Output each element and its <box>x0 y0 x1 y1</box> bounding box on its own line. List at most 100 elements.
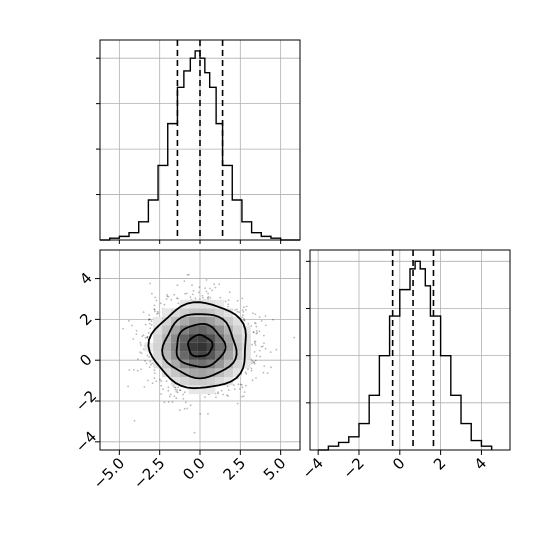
density-2d-cell <box>241 342 251 352</box>
density-2d-cell <box>197 325 207 335</box>
density-2d-scatter-point <box>236 310 239 313</box>
density-2d-cell <box>171 376 180 386</box>
density-2d-ytick-label: 4 <box>76 269 95 288</box>
density-2d-scatter-point <box>204 287 207 289</box>
density-2d-cell <box>233 368 242 377</box>
density-2d-scatter-point <box>154 372 156 374</box>
density-2d-cell <box>188 368 198 377</box>
density-2d-scatter-point <box>206 296 209 299</box>
density-2d-scatter-point <box>127 319 130 322</box>
density-2d-scatter-point <box>266 372 269 374</box>
density-2d-cell <box>179 308 189 317</box>
density-2d-scatter-point <box>243 391 246 393</box>
density-2d-scatter-point <box>252 331 255 334</box>
density-2d-cell <box>197 359 207 369</box>
density-2d-scatter-point <box>176 284 179 287</box>
density-2d-scatter-point <box>214 286 217 289</box>
density-2d-scatter-point <box>218 283 221 285</box>
density-2d-contour <box>187 333 214 358</box>
density-2d-cell <box>197 316 207 326</box>
density-2d-cell <box>188 385 198 395</box>
density-2d-cell <box>215 308 225 317</box>
density-2d-scatter-point <box>155 299 158 302</box>
density-2d-scatter-point <box>217 392 219 395</box>
density-2d-scatter-point <box>163 303 166 306</box>
density-2d-scatter-point <box>151 382 154 385</box>
density-2d-scatter-point <box>147 319 150 321</box>
density-2d-scatter-point <box>252 312 254 315</box>
density-2d-scatter-point <box>250 367 253 370</box>
density-2d-scatter-point <box>256 331 259 334</box>
x-histogram-frame <box>99 39 301 241</box>
density-2d-scatter-point <box>137 358 139 360</box>
density-2d-scatter-point <box>247 368 249 371</box>
density-2d-frame <box>99 249 301 451</box>
density-2d-cell <box>206 308 216 317</box>
y-histogram-xtick-label: 2 <box>430 454 449 473</box>
density-2d-scatter-point <box>236 299 239 302</box>
density-2d-scatter-point <box>183 280 186 282</box>
density-2d-scatter-point <box>188 273 190 276</box>
density-2d-scatter-point <box>183 407 186 410</box>
density-2d-cell <box>162 308 171 317</box>
density-2d-scatter-point <box>194 297 197 300</box>
density-2d-scatter-point <box>250 369 253 372</box>
density-2d-scatter-point <box>176 391 179 394</box>
density-2d-cell <box>206 351 216 360</box>
density-2d-scatter-point <box>173 293 176 296</box>
density-2d-scatter-point <box>154 296 157 299</box>
density-2d-scatter-point <box>227 395 230 397</box>
density-2d-scatter-point <box>160 393 163 395</box>
density-2d-scatter-point <box>227 389 230 391</box>
density-2d-ytick-label: −4 <box>72 428 100 456</box>
density-2d-cell <box>188 316 198 326</box>
density-2d-scatter-point <box>243 319 246 321</box>
density-2d-scatter-point <box>167 401 170 403</box>
density-2d-scatter-point <box>251 379 254 382</box>
density-2d-scatter-point <box>147 332 150 334</box>
density-2d-cell <box>197 308 207 317</box>
density-2d-scatter-point <box>153 308 156 311</box>
density-2d-scatter-point <box>255 325 258 328</box>
density-2d-scatter-point <box>209 297 212 299</box>
density-2d-scatter-point <box>122 327 124 330</box>
density-2d-xtick-label: 5.0 <box>260 454 290 484</box>
density-2d-scatter-point <box>263 342 265 344</box>
density-2d-scatter-point <box>153 304 156 307</box>
y-histogram-ticks <box>306 260 310 404</box>
density-2d-scatter-point <box>242 311 245 313</box>
density-2d-scatter-point <box>133 419 136 422</box>
density-2d-scatter-point <box>186 274 189 276</box>
density-2d-cell <box>171 342 180 352</box>
density-2d-scatter-point <box>258 349 261 352</box>
density-2d-scatter-point <box>186 407 189 410</box>
density-2d-scatter-point <box>232 384 235 386</box>
density-2d-scatter-point <box>173 386 176 389</box>
density-2d-cell <box>215 299 225 309</box>
density-2d-scatter-point <box>272 318 274 321</box>
density-2d-scatter-point <box>175 297 178 299</box>
density-2d-scatter-point <box>192 289 195 292</box>
y-histogram-xtick-label: 0 <box>389 454 408 473</box>
density-2d-scatter-point <box>244 384 247 387</box>
density-2d-scatter-point <box>199 413 202 415</box>
density-2d-scatter-point <box>140 352 143 355</box>
density-2d-scatter-point <box>254 344 257 346</box>
density-2d-cell <box>179 342 189 352</box>
density-2d-panel: −5.0 −2.5 0.0 2.5 5.0 −4 −2 0 2 4 <box>72 249 301 493</box>
density-2d-y-ticks: −4 −2 0 2 4 <box>72 269 100 456</box>
density-2d-cell <box>224 359 234 369</box>
density-2d-scatter-point <box>159 302 162 305</box>
density-2d-scatter-point <box>131 324 133 327</box>
density-2d-scatter-point <box>224 300 227 303</box>
density-2d-scatter-point <box>140 368 143 371</box>
density-2d-cell <box>197 376 207 386</box>
density-2d-scatter-point <box>149 360 152 363</box>
density-2d-cell <box>179 359 189 369</box>
density-2d-scatter-point <box>156 313 158 315</box>
density-2d-cell <box>179 376 189 386</box>
density-2d-scatter-point <box>139 351 142 354</box>
density-2d-scatter-point <box>240 383 243 386</box>
density-2d-cell <box>206 334 216 343</box>
density-2d-scatter-point <box>150 363 152 366</box>
